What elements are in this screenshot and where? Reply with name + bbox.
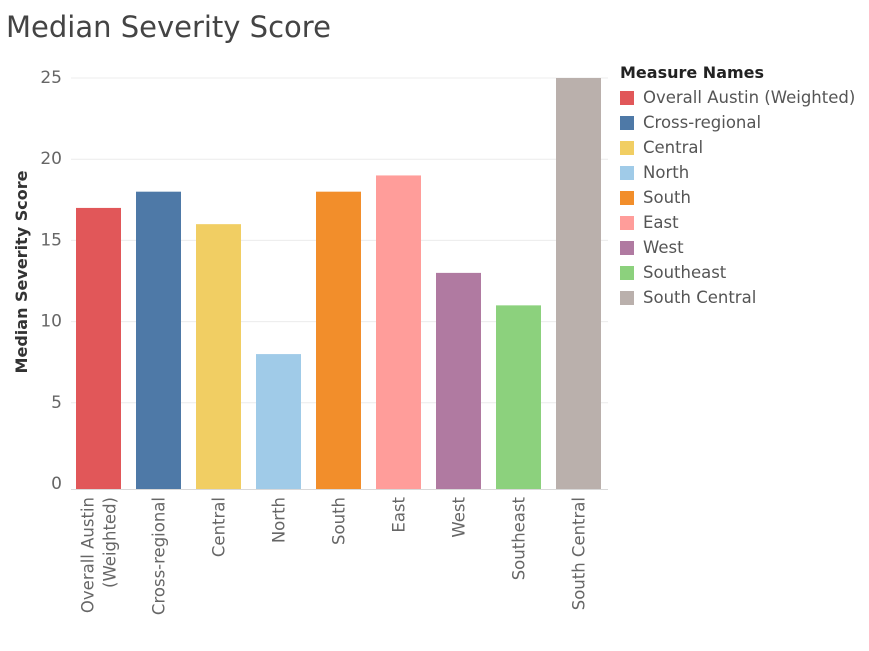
x-tick-label: (Weighted) [101, 497, 120, 588]
legend-label: Central [643, 138, 704, 157]
legend-item[interactable]: South [620, 185, 855, 210]
y-tick-label: 5 [51, 393, 62, 413]
x-tick-label: North [270, 497, 289, 543]
x-tick-label: South [330, 497, 349, 545]
y-tick-label: 10 [40, 312, 62, 332]
bar [76, 207, 121, 490]
legend-item[interactable]: Overall Austin (Weighted) [620, 85, 855, 110]
legend-swatch [620, 265, 634, 280]
legend-swatch [620, 165, 634, 180]
legend-label: Southeast [643, 263, 727, 282]
bar [256, 354, 301, 489]
x-tick-label: South Central [570, 497, 589, 610]
x-tick-label: Overall Austin [79, 497, 98, 613]
x-tick-label: West [450, 496, 469, 537]
legend-label: Overall Austin (Weighted) [643, 88, 856, 107]
legend-swatch [620, 190, 634, 205]
x-tick-label: East [390, 496, 409, 532]
legend-swatch [620, 240, 634, 255]
y-axis-label: Median Severity Score [12, 170, 31, 373]
legend-item[interactable]: Cross-regional [620, 110, 855, 135]
x-tick-label: Southeast [510, 496, 529, 580]
chart-title: Median Severity Score [6, 10, 331, 44]
bar [136, 191, 181, 489]
bar [556, 78, 601, 489]
legend-items: Overall Austin (Weighted) Cross-regional C… [620, 85, 855, 310]
legend-item[interactable]: Central [620, 135, 855, 160]
y-tick-label: 0 [51, 474, 62, 494]
legend-label: West [643, 238, 684, 257]
y-tick-label: 25 [40, 68, 62, 88]
legend-label: South [643, 188, 691, 207]
legend-swatch [620, 215, 634, 230]
legend-item[interactable]: Southeast [620, 260, 855, 285]
bar [436, 272, 481, 489]
bar [376, 175, 421, 489]
y-tick-label: 20 [40, 149, 62, 169]
bar [316, 191, 361, 489]
legend-item[interactable]: West [620, 235, 855, 260]
bar [196, 224, 241, 489]
legend-title: Measure Names [620, 63, 765, 82]
bar [496, 305, 541, 489]
legend-swatch [620, 90, 634, 105]
legend-item[interactable]: East [620, 210, 855, 235]
legend-item[interactable]: South Central [620, 285, 855, 310]
legend: Measure Names Overall Austin (Weighted) C… [620, 63, 855, 310]
x-tick-label: Cross-regional [150, 497, 169, 615]
y-tick-label: 15 [40, 230, 62, 250]
legend-swatch [620, 115, 634, 130]
x-axis-ticks: Overall Austin (Weighted) Cross-regional Ce… [79, 496, 589, 615]
bars [76, 78, 601, 490]
legend-item[interactable]: North [620, 160, 855, 185]
legend-label: North [643, 163, 690, 182]
legend-label: Cross-regional [643, 113, 762, 132]
legend-swatch [620, 140, 634, 155]
y-axis-ticks: 0 5 10 15 20 25 [40, 68, 62, 494]
x-tick-label: Central [210, 497, 229, 557]
legend-label: South Central [643, 288, 757, 307]
legend-swatch [620, 290, 634, 305]
legend-label: East [643, 213, 679, 232]
